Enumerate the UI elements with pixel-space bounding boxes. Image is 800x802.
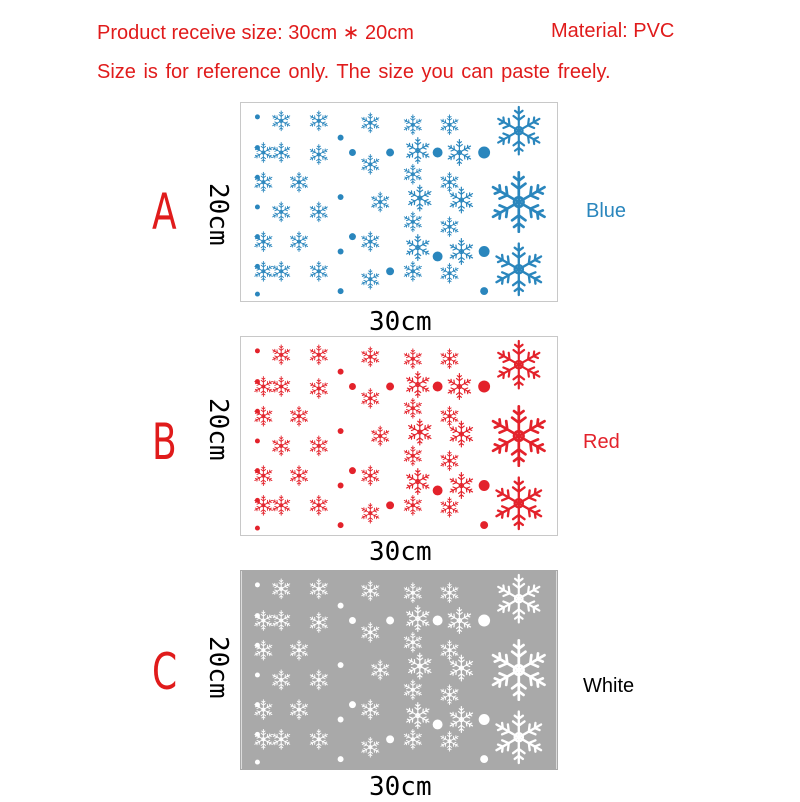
variant-b-height-label: 20cm: [203, 398, 233, 461]
variant-a-width-label: 30cm: [369, 307, 432, 337]
variant-c-letter: C: [152, 643, 178, 701]
size-note-text: Size is for reference only. The size you…: [97, 61, 611, 83]
variant-b-color-label: Red: [583, 431, 620, 453]
variant-b-width-label: 30cm: [369, 537, 432, 567]
variant-a-color-label: Blue: [586, 200, 627, 222]
variant-c-height-label: 20cm: [203, 636, 233, 699]
material-text: Material: PVC: [551, 20, 675, 42]
variant-a-height-label: 20cm: [203, 183, 233, 246]
variant-a-snowflakes-art: [241, 103, 557, 301]
variant-c-width-label: 30cm: [369, 772, 432, 802]
variant-a-letter: A: [152, 183, 177, 241]
product-size-text: Product receive size: 30cm ∗ 20cm: [97, 22, 414, 44]
variant-c-snowflakes-art: [241, 571, 557, 769]
variant-a-sticker-sheet: [240, 102, 558, 302]
variant-b-letter: B: [152, 413, 177, 471]
variant-c-sticker-sheet: [240, 570, 558, 770]
variant-c-color-label: White: [583, 675, 635, 697]
variant-b-sticker-sheet: [240, 336, 558, 536]
variant-b-snowflakes-art: [241, 337, 557, 535]
